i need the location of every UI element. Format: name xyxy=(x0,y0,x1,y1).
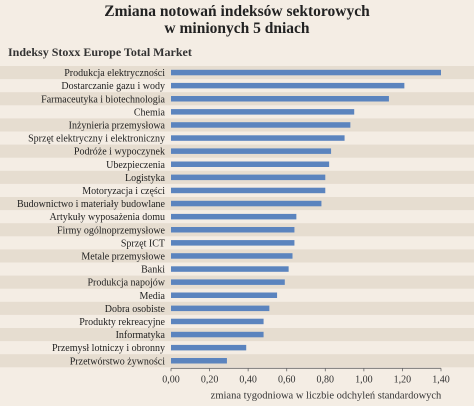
bar xyxy=(171,253,293,259)
x-tick-label: 1,20 xyxy=(394,374,412,385)
bar xyxy=(171,187,326,194)
category-label: Ubezpieczenia xyxy=(106,160,165,171)
x-tick-label: 0,60 xyxy=(278,374,296,385)
bar xyxy=(171,122,351,128)
x-tick-label: 0,00 xyxy=(162,374,180,385)
bar xyxy=(171,240,295,246)
bar xyxy=(171,109,355,115)
x-tick-label: 0,20 xyxy=(201,374,219,385)
category-label: Produkcja elektryczności xyxy=(64,68,165,79)
category-label: Sprzęt ICT xyxy=(121,238,165,249)
bar xyxy=(171,82,405,89)
bar xyxy=(171,161,330,167)
chart-title-line-1: Zmiana notowań indeksów sektorowych xyxy=(104,3,370,20)
bar xyxy=(171,344,247,351)
bar xyxy=(171,279,285,285)
category-label: Informatyka xyxy=(116,330,166,341)
category-label: Przemysł lotniczy i obronny xyxy=(52,343,165,354)
bar xyxy=(171,174,326,181)
category-label: Dostarczanie gazu i wody xyxy=(61,81,165,92)
category-label: Logistyka xyxy=(125,173,166,184)
category-label: Przetwórstwo żywności xyxy=(70,356,165,367)
x-axis-ticks: 0,00 0,20 0,40 0,60 0,80 1,00 1,20 1,40 xyxy=(162,368,450,385)
bar xyxy=(171,331,264,338)
category-label: Chemia xyxy=(134,107,166,118)
bar xyxy=(171,200,322,207)
row-stripe xyxy=(0,354,474,368)
category-label: Artykuły wyposażenia domu xyxy=(49,212,165,223)
category-label: Banki xyxy=(141,265,165,276)
x-tick-label: 1,00 xyxy=(355,374,373,385)
category-label: Dobra osobiste xyxy=(105,304,166,315)
bar xyxy=(171,96,389,102)
category-label: Budownictwo i materiały budowlane xyxy=(17,199,166,210)
bar xyxy=(171,358,227,364)
bar xyxy=(171,213,297,220)
x-tick-label: 0,40 xyxy=(239,374,257,385)
category-label: Firmy ogólnoprzemysłowe xyxy=(57,225,166,236)
bar xyxy=(171,69,441,76)
x-tick-label: 0,80 xyxy=(317,374,335,385)
chart-title-line-2: w minionych 5 dniach xyxy=(164,20,310,37)
bar xyxy=(171,292,278,298)
bar xyxy=(171,305,270,312)
x-tick-label: 1,40 xyxy=(432,374,450,385)
category-label: Motoryzacja i części xyxy=(82,186,165,197)
bar xyxy=(171,318,264,325)
x-axis-label: zmiana tygodniowa w liczbie odchyleń sta… xyxy=(211,390,442,401)
category-label: Produkty rekreacyjne xyxy=(79,317,165,328)
category-label: Podróże i wypoczynek xyxy=(74,147,165,158)
bar xyxy=(171,148,332,154)
chart-subtitle: Indeksy Stoxx Europe Total Market xyxy=(8,45,192,59)
bar xyxy=(171,227,295,233)
category-label: Farmaceutyka i biotechnologia xyxy=(41,94,165,105)
category-label: Media xyxy=(139,291,165,302)
bar xyxy=(171,266,289,272)
category-labels: Produkcja elektryczności Dostarczanie gaz… xyxy=(17,68,166,367)
bar-series xyxy=(171,69,441,364)
category-label: Inżynieria przemysłowa xyxy=(69,120,166,131)
category-label: Sprzęt elektryczny i elektroniczny xyxy=(28,134,165,145)
category-label: Metale przemysłowe xyxy=(81,251,165,262)
bar xyxy=(171,135,345,141)
category-label: Produkcja napojów xyxy=(88,278,166,289)
